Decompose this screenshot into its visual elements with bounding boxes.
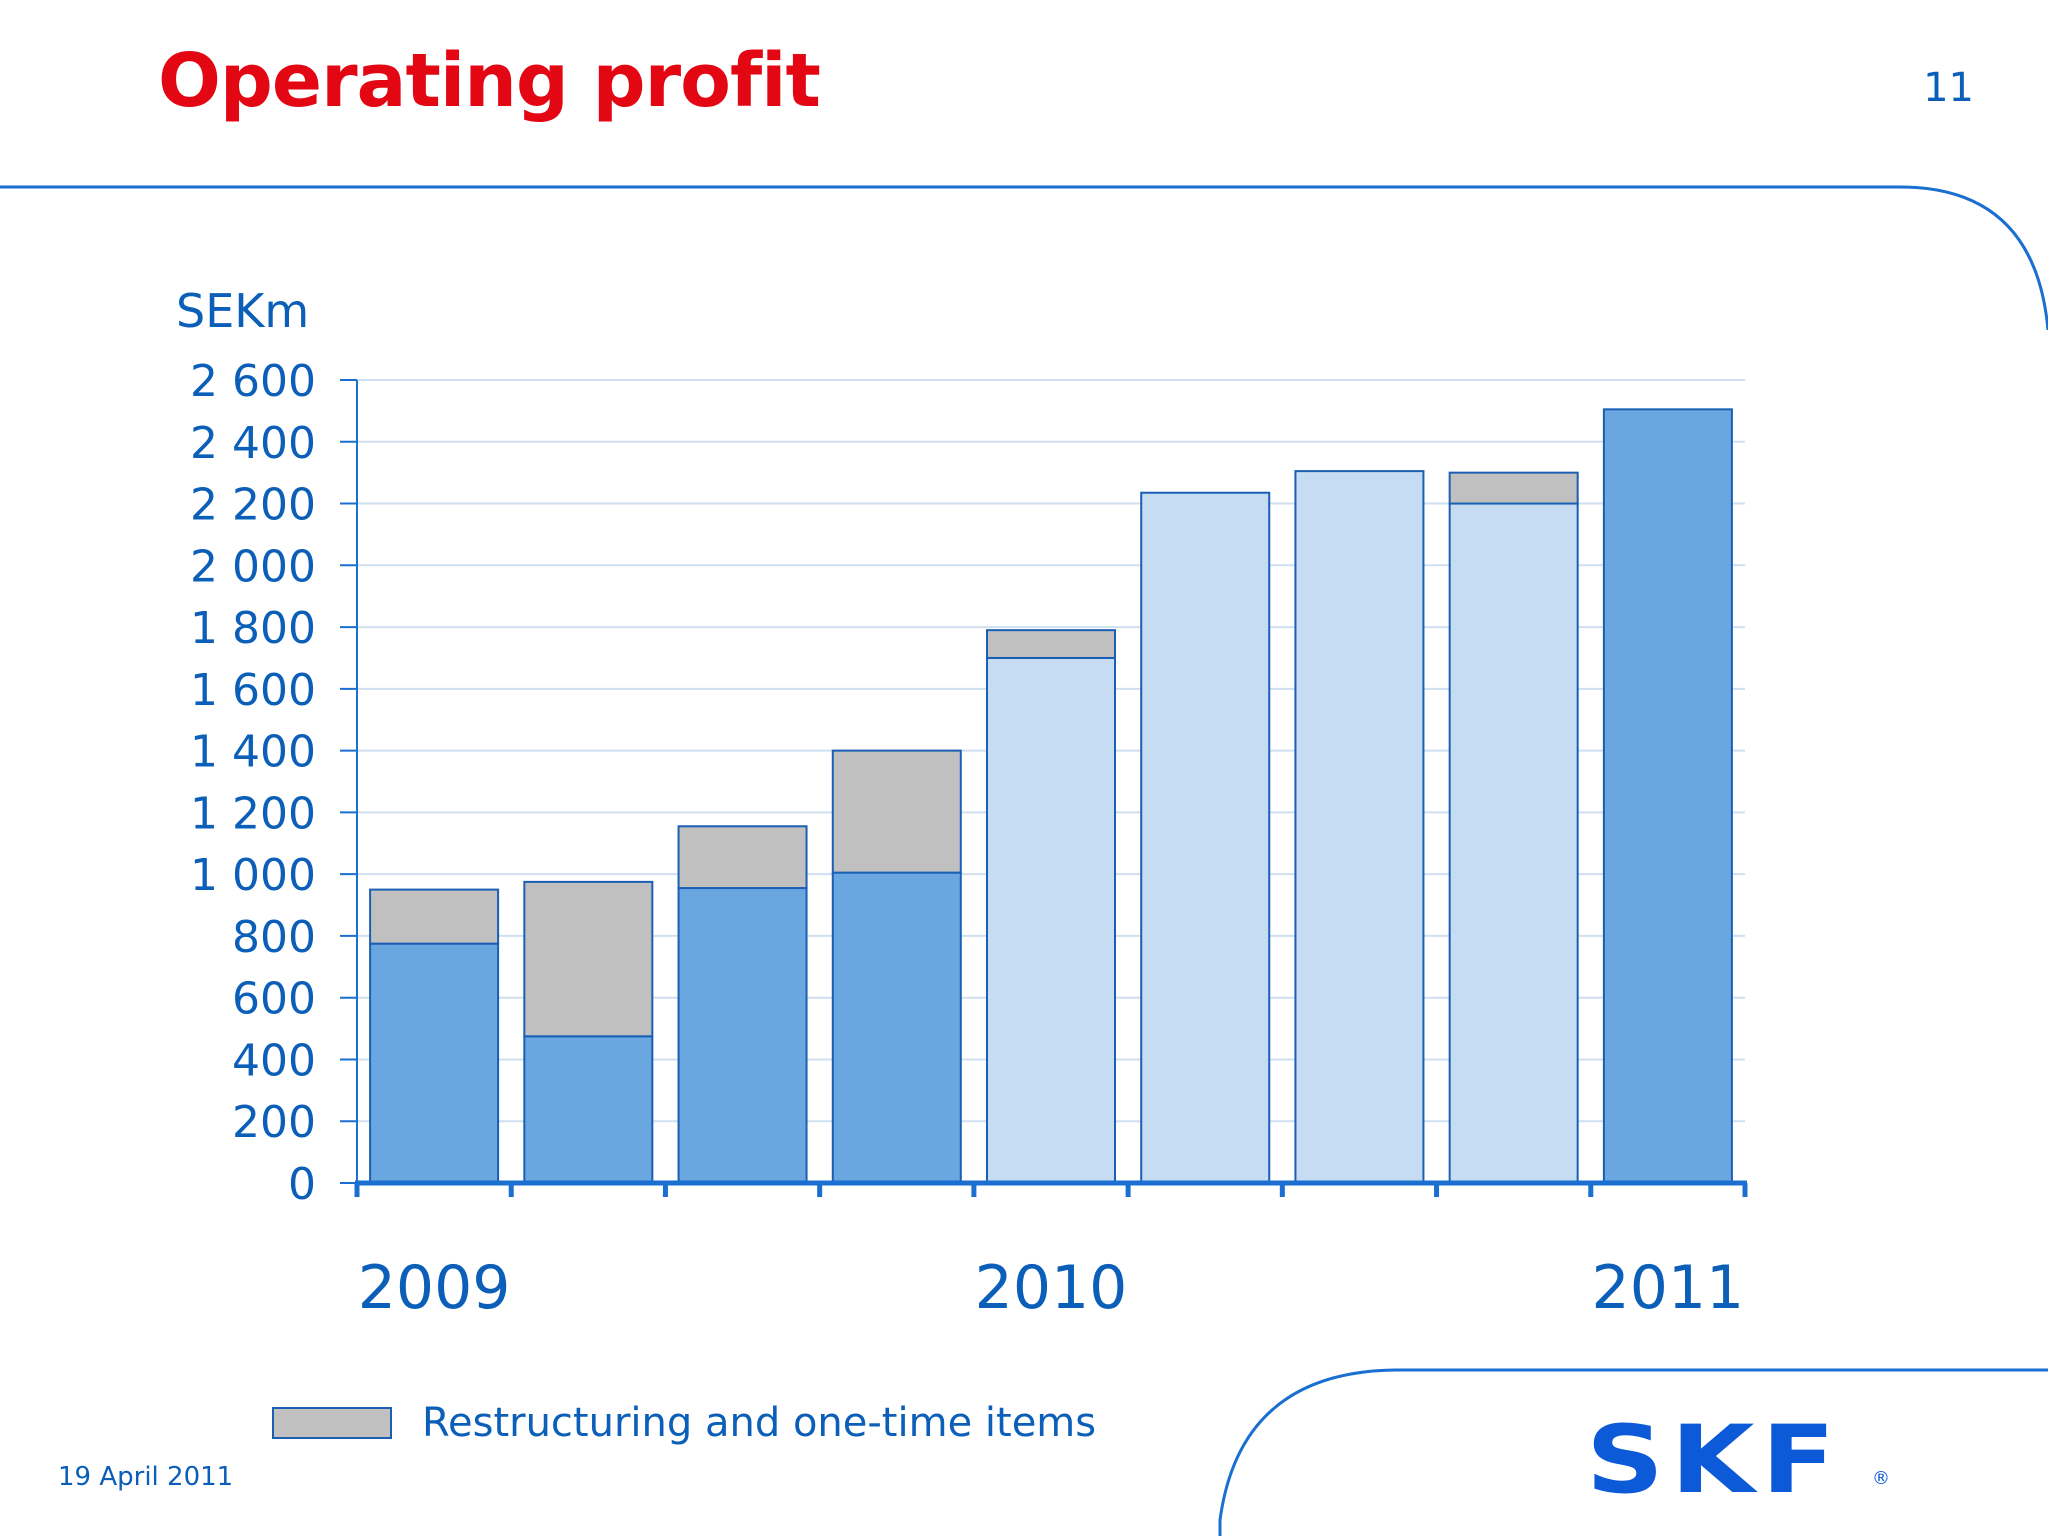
bar-restructuring (986, 629, 1116, 659)
skf-logo-text: SKF (1586, 1406, 1843, 1515)
bar-operating-profit (677, 887, 808, 1185)
y-axis-label: SEKm (176, 284, 309, 338)
bar-restructuring (523, 880, 654, 1038)
year-label: 2010 (975, 1253, 1128, 1323)
bar-operating-profit (831, 871, 962, 1184)
bars (369, 408, 1733, 1185)
skf-logo: SKF ® (1586, 1414, 1890, 1508)
y-tick-label: 600 (232, 974, 316, 1025)
year-label: 2011 (1592, 1253, 1745, 1323)
bar-restructuring (677, 825, 808, 890)
y-tick-label: 2 400 (190, 418, 316, 469)
y-tick-label: 200 (232, 1097, 316, 1148)
year-label: 2009 (358, 1253, 511, 1323)
y-tick-label: 1 000 (190, 850, 316, 901)
bar-operating-profit (369, 942, 500, 1184)
y-tick-label: 2 600 (190, 356, 316, 407)
bar-operating-profit (1448, 502, 1579, 1184)
y-tick-label: 2 000 (190, 541, 316, 592)
year-labels: 2009 2010 2011 (358, 1253, 1744, 1323)
bar-restructuring (369, 888, 500, 945)
bar-operating-profit (1140, 491, 1271, 1185)
bar-operating-profit (523, 1035, 654, 1185)
x-axis (354, 1180, 1748, 1197)
header-divider-line (0, 185, 2048, 331)
bar-operating-profit (1602, 408, 1733, 1184)
page-number: 11 (1923, 65, 1974, 111)
y-tick-label: 400 (232, 1035, 316, 1086)
y-tick-label: 800 (232, 912, 316, 963)
legend-swatch-restructuring (272, 1407, 392, 1439)
bar-operating-profit (986, 656, 1116, 1184)
y-axis-ticks: 0 200 400 600 800 1 000 1 200 1 400 1 600 1 800 2 … (190, 356, 358, 1210)
y-tick-label: 0 (288, 1159, 316, 1210)
bar-operating-profit (1294, 470, 1425, 1184)
registered-mark: ® (1872, 1468, 1890, 1489)
y-tick-label: 1 800 (190, 603, 316, 654)
y-tick-label: 1 400 (190, 727, 316, 778)
slide-date: 19 April 2011 (58, 1462, 234, 1492)
footer-corner-arc (1218, 1368, 2048, 1536)
legend-label-restructuring: Restructuring and one-time items (422, 1400, 1097, 1446)
slide-title: Operating profit (158, 38, 821, 124)
legend: Restructuring and one-time items (272, 1400, 1096, 1446)
y-tick-label: 1 200 (190, 788, 316, 839)
bar-restructuring (831, 749, 962, 874)
y-tick-label: 2 200 (190, 480, 316, 531)
bar-restructuring (1448, 471, 1579, 505)
y-tick-label: 1 600 (190, 665, 316, 716)
